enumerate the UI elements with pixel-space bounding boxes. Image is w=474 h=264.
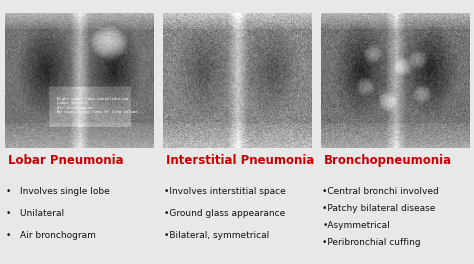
Text: •Bilateral, symmetrical: •Bilateral, symmetrical: [164, 231, 270, 240]
Text: •Central bronchi involved: •Central bronchi involved: [322, 187, 439, 196]
Text: •Peribronchial cuffing: •Peribronchial cuffing: [322, 238, 421, 247]
Text: •   Air bronchogram: • Air bronchogram: [6, 231, 96, 240]
Text: Bronchopneumonia: Bronchopneumonia: [324, 154, 452, 167]
Text: •Involves interstitial space: •Involves interstitial space: [164, 187, 286, 196]
Text: Right upper lobe consolidation
Lobar density
Air bronchogram
No significant loss: Right upper lobe consolidation Lobar den…: [57, 97, 137, 115]
Text: •   Involves single lobe: • Involves single lobe: [6, 187, 110, 196]
Text: Interstitial Pneumonia: Interstitial Pneumonia: [166, 154, 314, 167]
Text: •Ground glass appearance: •Ground glass appearance: [164, 209, 285, 218]
Text: •Asymmetrical: •Asymmetrical: [322, 221, 390, 230]
Text: •Patchy bilateral disease: •Patchy bilateral disease: [322, 204, 436, 213]
Text: Lobar Pneumonia: Lobar Pneumonia: [8, 154, 124, 167]
Text: •   Unilateral: • Unilateral: [6, 209, 64, 218]
